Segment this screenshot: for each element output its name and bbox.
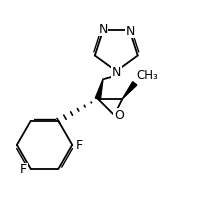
Text: F: F [76, 139, 83, 152]
Text: N: N [126, 25, 135, 38]
Text: CH₃: CH₃ [136, 69, 158, 82]
Text: N: N [112, 66, 121, 79]
Polygon shape [123, 82, 137, 99]
Text: N: N [98, 23, 108, 36]
Text: F: F [20, 163, 27, 176]
Text: O: O [114, 109, 124, 122]
Polygon shape [95, 79, 103, 99]
